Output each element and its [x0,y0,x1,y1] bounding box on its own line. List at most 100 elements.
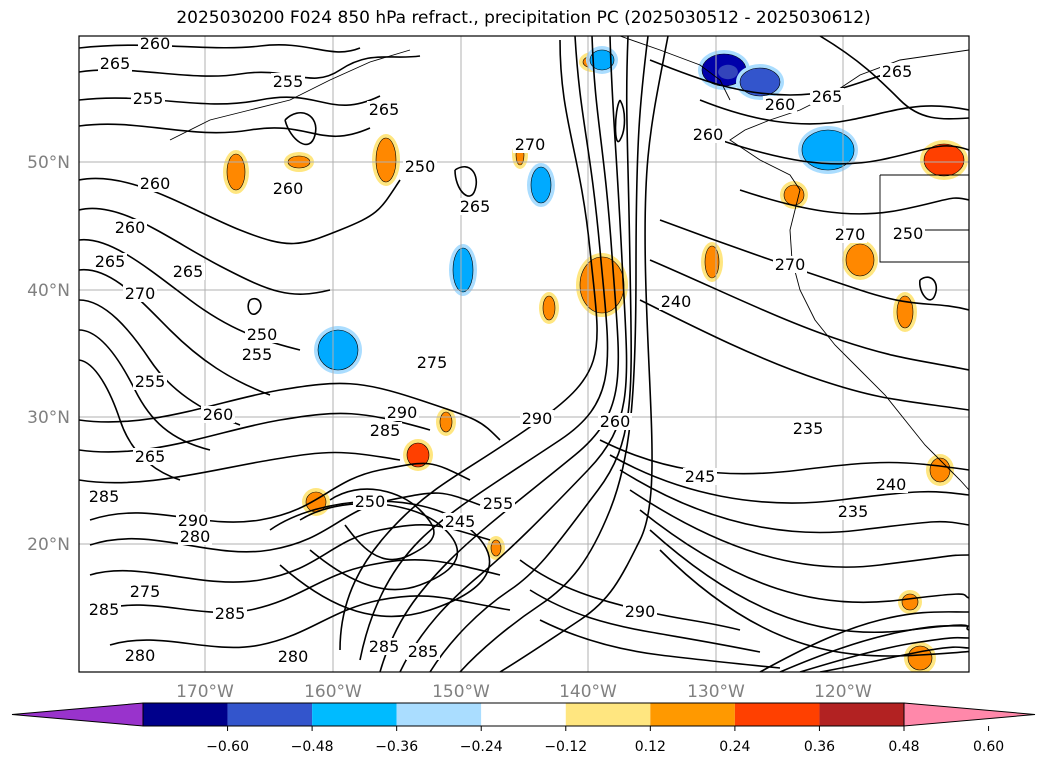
colorbar-segment [650,703,735,726]
contour-label-bg [138,36,172,52]
contour-label-bg [691,126,725,143]
contour-line [247,297,262,315]
colorbar-tick-label: −0.24 [460,739,503,755]
contour-label-bg [353,493,387,510]
contour-label-bg [138,175,172,192]
contour-label: 265 [882,62,913,81]
contour-label-bg [833,226,867,243]
latitude-labels: 50°N 40°N 30°N 20°N [27,153,70,555]
colorbar-tick-label: 0.24 [719,739,750,755]
contour-label-bg [87,488,121,505]
contour-label: 275 [417,353,448,372]
contour-line [284,111,317,146]
colorbar-segment [312,703,397,726]
anomaly-blob [439,411,453,433]
anomaly-blob [896,295,914,329]
contour-label: 285 [408,642,439,661]
anomaly-blob [907,645,933,671]
contour-line [819,646,969,672]
lon-label: 140°W [559,682,617,702]
contour-label-bg [520,410,554,427]
contour-line [599,439,969,475]
contour-label: 250 [355,492,386,511]
anomaly-blob [542,295,556,321]
contour-label: 260 [273,179,304,198]
contour-label: 280 [180,527,211,546]
contour-label: 235 [793,419,824,438]
map-panel: 2602552652552602602652652702552502552602… [79,36,969,672]
colorbar-tick-label: −0.48 [291,739,334,755]
colorbar-segment [396,703,482,726]
contour-label: 260 [765,95,796,114]
contour-line [649,59,901,96]
anomaly-blob [406,442,430,468]
contour-line [609,454,969,504]
colorbar-extend-low [11,702,144,727]
contour-line [739,189,969,215]
contour-label: 260 [203,405,234,424]
colorbar-segment [143,703,228,726]
contour-label-bg [367,638,401,655]
contour-line [79,451,401,484]
contour-label: 270 [835,225,866,244]
anomaly-blob [901,593,919,611]
contour-label: 235 [838,502,869,521]
contour-label: 270 [125,284,156,303]
colorbar-segment [734,703,820,726]
contour-label: 275 [130,582,161,601]
contour-label-bg [276,648,310,665]
colorbar-extend-high [903,702,1036,727]
contour-label: 265 [173,262,204,281]
contour-label: 290 [625,602,656,621]
contour-label-bg [481,495,515,512]
contour-line [109,595,511,649]
contour-label: 290 [387,403,418,422]
colorbar-frame [142,702,905,727]
refractivity-contours [79,36,969,672]
anomaly-blob [452,247,474,293]
lon-label: 130°W [687,682,745,702]
colorbar-tick-label: −0.60 [206,739,249,755]
contour-label: 245 [685,467,716,486]
anomaly-blob [845,243,875,277]
contour-label-bg [659,293,693,310]
contour-label: 255 [133,89,164,108]
contour-label-bg [763,96,797,113]
colorbar-segment [227,703,313,726]
contour-line [89,492,481,553]
contour-label-bg [810,88,844,105]
contour-line [799,636,969,672]
contour-label-bg [836,503,870,520]
contour-line [539,619,781,669]
anomaly-blob [317,329,359,371]
contour-label: 240 [661,292,692,311]
contour-line [759,611,969,672]
contour-line [659,549,969,657]
coastline [169,36,969,491]
lat-label: 30°N [27,408,70,428]
contour-line [79,329,211,451]
colorbar-tick-label: 0.36 [804,739,835,755]
contour-line [529,589,761,653]
contour-line [499,36,669,672]
colorbar-tick-label: 0.12 [635,739,666,755]
contour-label: 265 [812,87,843,106]
colorbar-segment [565,703,651,726]
contour-label: 285 [370,421,401,440]
contour-label-bg [367,101,401,118]
contour-label: 265 [95,252,126,271]
contour-label-bg [213,605,247,622]
anomaly-blob [490,539,502,557]
contour-label: 280 [278,647,309,666]
contour-label: 265 [100,54,131,73]
contour-label: 265 [460,197,491,216]
contour-line [819,36,969,120]
contour-labels: 2602552652552602602652652702552502552602… [87,36,925,666]
colorbar-tick-label: −0.36 [375,739,418,755]
contour-line [79,123,371,138]
longitude-labels: 170°W 160°W 150°W 140°W 130°W 120°W [176,682,872,702]
colorbar-labels: −0.60 −0.48 −0.36 −0.24 −0.12 0.12 0.24 0.36 0.4… [206,726,1004,755]
anomaly-blob [530,166,552,204]
contour-label: 260 [115,218,146,237]
